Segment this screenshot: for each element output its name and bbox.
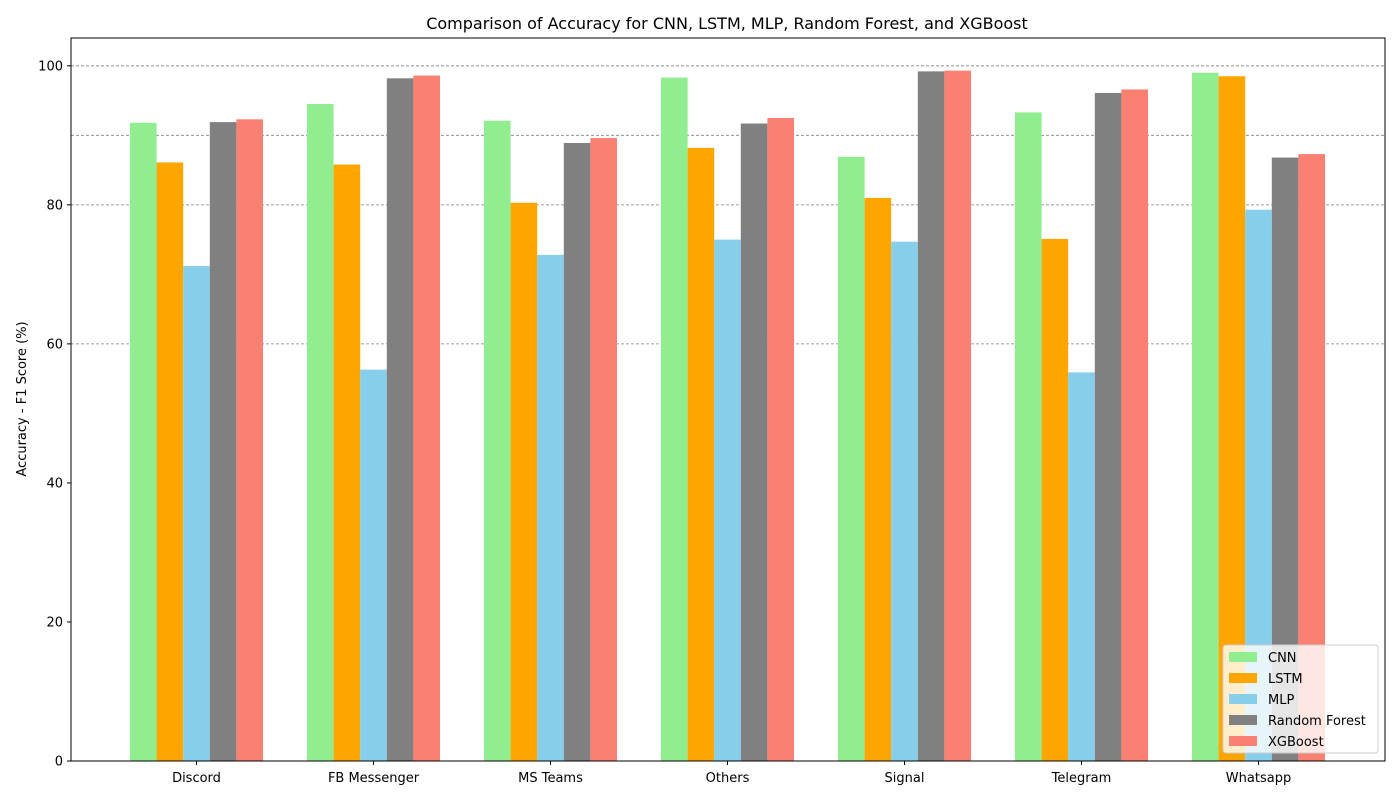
bars	[130, 70, 1325, 762]
y-tick-label: 60	[46, 337, 63, 352]
bar-lstm	[510, 202, 538, 762]
y-tick-label: 100	[38, 59, 63, 74]
bar-lstm	[156, 162, 184, 761]
bar-cnn	[661, 77, 688, 761]
bar-cnn	[484, 120, 511, 761]
legend-swatch	[1229, 736, 1257, 746]
bar-xgboost	[236, 119, 263, 761]
bar-lstm	[864, 197, 892, 761]
bar-random-forest	[209, 122, 237, 761]
bar-cnn	[307, 104, 334, 761]
bar-mlp	[714, 239, 741, 761]
y-tick-label: 40	[46, 476, 63, 491]
x-tick-label: FB Messenger	[328, 771, 420, 786]
bar-mlp	[360, 369, 387, 761]
legend-swatch	[1229, 715, 1257, 725]
bar-xgboost	[767, 117, 794, 761]
legend-label: MLP	[1268, 693, 1294, 708]
bar-xgboost	[1121, 89, 1148, 762]
legend-swatch	[1229, 694, 1257, 704]
bar-random-forest	[386, 78, 414, 761]
bar-xgboost	[944, 70, 971, 761]
bar-mlp	[537, 254, 564, 761]
bar-cnn	[838, 156, 865, 762]
legend-swatch	[1229, 652, 1257, 662]
bar-random-forest	[740, 123, 768, 761]
axes: 0 20 40 60 80 100 Discord FB Messenger MS Teams O…	[38, 37, 1386, 786]
legend-label: LSTM	[1268, 672, 1303, 687]
bar-mlp	[891, 241, 918, 761]
bar-lstm	[333, 164, 361, 761]
legend: CNN LSTM MLP Random Forest XGBoost	[1222, 644, 1379, 754]
y-tick-label: 0	[55, 755, 63, 770]
bar-xgboost	[413, 75, 440, 761]
bar-random-forest	[563, 142, 591, 761]
bar-cnn	[1192, 72, 1219, 761]
y-axis-label: Accuracy - F1 Score (%)	[15, 321, 30, 476]
bar-cnn	[1015, 112, 1042, 762]
x-tick-label: Whatsapp	[1226, 771, 1291, 786]
bar-lstm	[1041, 238, 1069, 761]
x-tick-label: Signal	[885, 771, 925, 786]
y-tick-label: 80	[46, 198, 63, 213]
legend-label: XGBoost	[1268, 735, 1324, 750]
x-tick-label: Discord	[172, 771, 221, 786]
bar-xgboost	[590, 138, 617, 762]
bar-random-forest	[917, 71, 945, 761]
chart-title: Comparison of Accuracy for CNN, LSTM, ML…	[426, 14, 1028, 33]
bar-random-forest	[1094, 92, 1122, 762]
legend-label: CNN	[1268, 651, 1297, 666]
x-tick-label: Others	[706, 771, 750, 786]
y-tick-label: 20	[46, 615, 63, 630]
x-tick-label: MS Teams	[518, 771, 583, 786]
bar-lstm	[687, 147, 715, 761]
legend-swatch	[1229, 673, 1257, 683]
x-tick-label: Telegram	[1051, 771, 1112, 786]
bar-mlp	[183, 266, 210, 761]
legend-box	[1222, 644, 1379, 754]
bar-cnn	[130, 122, 157, 761]
legend-label: Random Forest	[1268, 714, 1366, 729]
bar-mlp	[1068, 372, 1095, 761]
